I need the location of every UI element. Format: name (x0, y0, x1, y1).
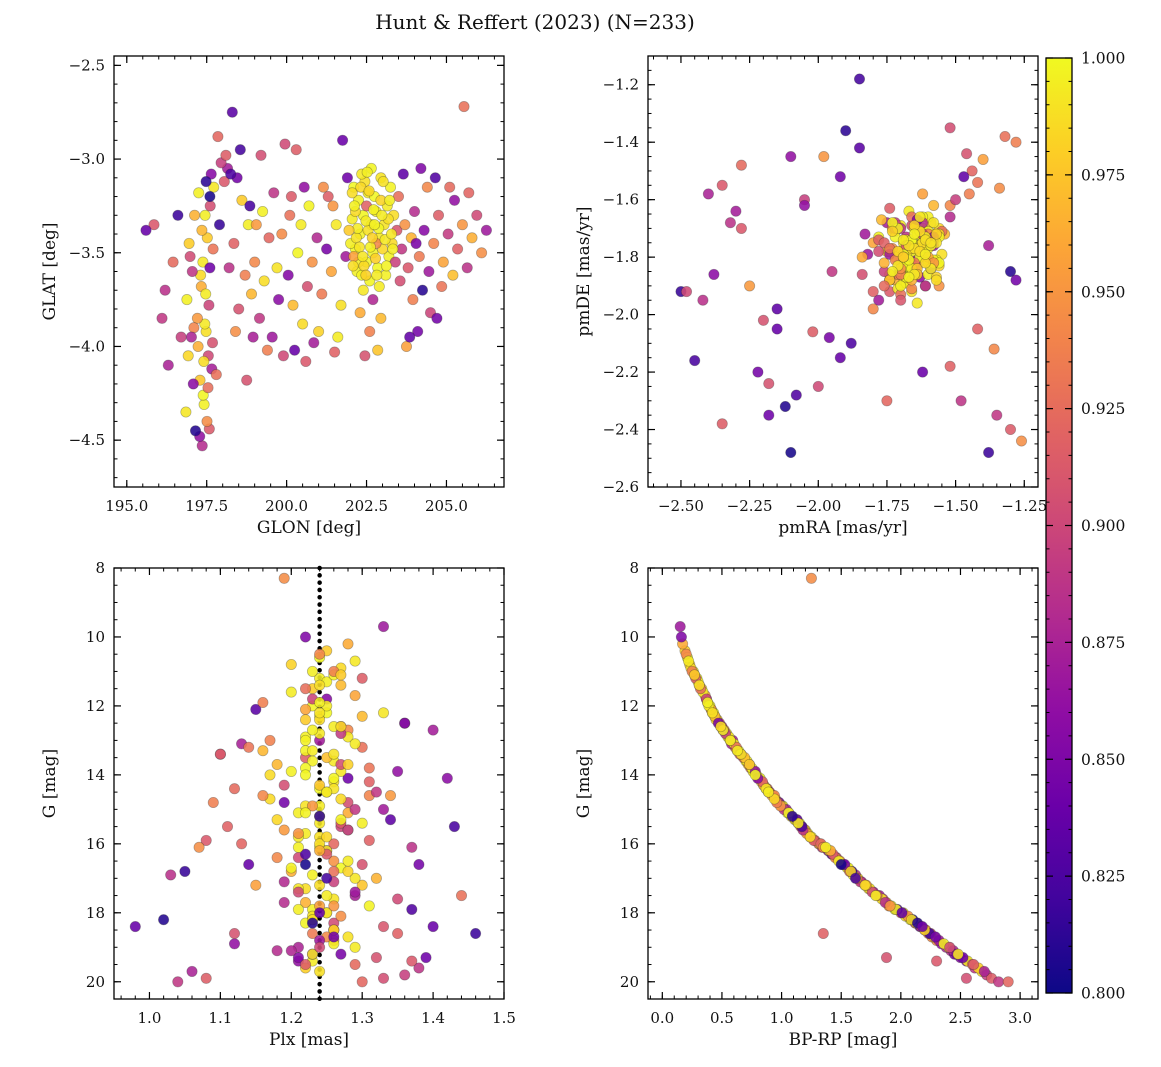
svg-text:0.925: 0.925 (1081, 400, 1125, 418)
svg-text:pmDE [mas/yr]: pmDE [mas/yr] (574, 206, 594, 336)
svg-text:0.875: 0.875 (1081, 634, 1125, 652)
svg-text:−2.0: −2.0 (603, 306, 639, 324)
svg-text:−2.4: −2.4 (603, 421, 639, 439)
svg-text:205.0: 205.0 (425, 497, 468, 515)
svg-text:−1.25: −1.25 (1001, 497, 1047, 515)
svg-text:−3.0: −3.0 (69, 150, 105, 168)
svg-text:10: 10 (86, 628, 105, 646)
svg-text:G [mag]: G [mag] (40, 749, 60, 818)
svg-text:−1.50: −1.50 (933, 497, 979, 515)
svg-text:1.5: 1.5 (492, 1009, 516, 1027)
svg-text:−2.2: −2.2 (603, 363, 639, 381)
svg-text:3.0: 3.0 (1008, 1009, 1032, 1027)
svg-text:GLAT [deg]: GLAT [deg] (40, 222, 60, 320)
svg-text:1.3: 1.3 (350, 1009, 374, 1027)
svg-text:−2.00: −2.00 (795, 497, 841, 515)
svg-text:8: 8 (629, 559, 639, 577)
panel-glon-glat: 195.0 197.5 200.0 202.5 205.0 −4.5 −4.0 −3.5 −3.… (40, 55, 505, 538)
svg-text:Plx [mas]: Plx [mas] (269, 1030, 349, 1050)
svg-text:0.900: 0.900 (1081, 517, 1125, 535)
svg-text:1.1: 1.1 (208, 1009, 232, 1027)
svg-text:2.5: 2.5 (949, 1009, 973, 1027)
svg-text:−3.5: −3.5 (69, 244, 105, 262)
svg-text:2.0: 2.0 (889, 1009, 913, 1027)
svg-text:1.0: 1.0 (138, 1009, 162, 1027)
svg-text:0.0: 0.0 (650, 1009, 674, 1027)
svg-text:−4.5: −4.5 (69, 431, 105, 449)
svg-text:G [mag]: G [mag] (574, 749, 594, 818)
svg-text:1.2: 1.2 (279, 1009, 303, 1027)
svg-text:0.975: 0.975 (1081, 166, 1125, 184)
svg-text:202.5: 202.5 (345, 497, 388, 515)
svg-text:18: 18 (86, 904, 105, 922)
svg-text:0.950: 0.950 (1081, 283, 1125, 301)
svg-text:−4.0: −4.0 (69, 337, 105, 355)
svg-text:−2.5: −2.5 (69, 56, 105, 74)
svg-text:14: 14 (620, 766, 639, 784)
svg-text:1.4: 1.4 (421, 1009, 445, 1027)
svg-text:0.800: 0.800 (1081, 985, 1125, 1003)
svg-text:197.5: 197.5 (185, 497, 228, 515)
svg-text:−2.6: −2.6 (603, 478, 639, 496)
svg-text:1.000: 1.000 (1081, 50, 1125, 68)
svg-text:10: 10 (620, 628, 639, 646)
svg-text:−1.2: −1.2 (603, 76, 639, 94)
svg-text:195.0: 195.0 (105, 497, 148, 515)
svg-text:20: 20 (86, 973, 105, 991)
svg-text:18: 18 (620, 904, 639, 922)
svg-text:−1.6: −1.6 (603, 191, 639, 209)
svg-text:pmRA [mas/yr]: pmRA [mas/yr] (778, 518, 907, 538)
svg-text:14: 14 (86, 766, 105, 784)
svg-text:20: 20 (620, 973, 639, 991)
svg-text:8: 8 (95, 559, 105, 577)
svg-text:0.850: 0.850 (1081, 751, 1125, 769)
svg-text:16: 16 (86, 835, 105, 853)
svg-text:GLON [deg]: GLON [deg] (257, 518, 361, 538)
svg-text:16: 16 (620, 835, 639, 853)
svg-text:−2.25: −2.25 (727, 497, 773, 515)
svg-text:−1.8: −1.8 (603, 248, 639, 266)
svg-text:12: 12 (86, 697, 105, 715)
svg-text:−2.50: −2.50 (658, 497, 704, 515)
svg-text:200.0: 200.0 (265, 497, 308, 515)
svg-text:0.825: 0.825 (1081, 868, 1125, 886)
colorbar: 1.000 0.975 0.950 0.925 0.900 0.875 0.850 0.825… (1045, 50, 1125, 1003)
panel-pmra-pmde: −2.50 −2.25 −2.00 −1.75 −1.50 −1.25 −2.6 −2.4 −2… (574, 55, 1047, 538)
svg-text:0.5: 0.5 (710, 1009, 734, 1027)
svg-text:BP-RP [mag]: BP-RP [mag] (789, 1030, 898, 1050)
svg-text:1.0: 1.0 (770, 1009, 794, 1027)
svg-text:−1.75: −1.75 (864, 497, 910, 515)
svg-text:−1.4: −1.4 (603, 133, 639, 151)
panel-plx-g: 1.0 1.1 1.2 1.3 1.4 1.5 8 10 12 14 16 18 20 Plx [mas]… (40, 559, 516, 1050)
figure-title: Hunt & Reffert (2023) (N=233) (375, 10, 695, 34)
panel-bprp-g: 0.0 0.5 1.0 1.5 2.0 2.5 3.0 8 10 12 14 16 18 20 BP-RP … (574, 559, 1039, 1050)
svg-text:1.5: 1.5 (829, 1009, 853, 1027)
svg-text:12: 12 (620, 697, 639, 715)
